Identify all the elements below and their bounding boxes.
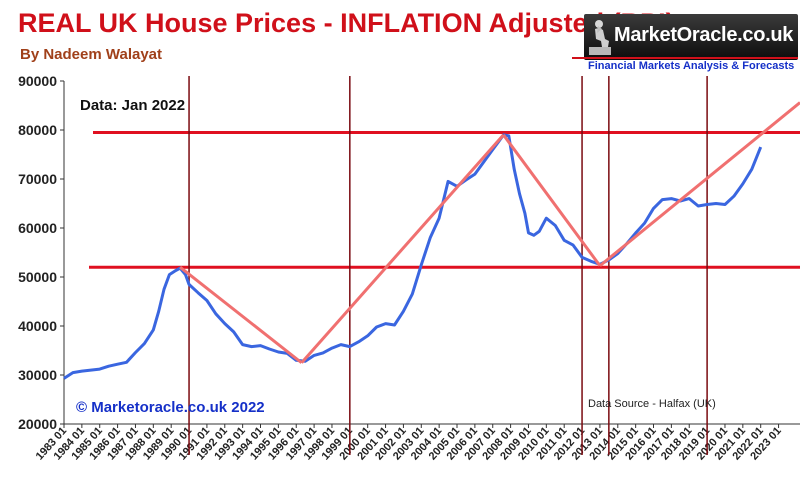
y-tick-label: 20000 [18, 416, 57, 432]
thinker-statue-icon [589, 20, 611, 55]
copyright-annotation: © Marketoracle.co.uk 2022 [76, 399, 265, 416]
logo-underline [572, 57, 798, 59]
trend-line [502, 134, 602, 267]
y-tick-label: 30000 [18, 367, 57, 383]
data-source-annotation: Data Source - Halfax (UK) [588, 398, 716, 410]
trend-line [179, 266, 303, 364]
data-date-annotation: Data: Jan 2022 [80, 97, 185, 114]
y-tick-label: 70000 [18, 171, 57, 187]
trend-line [300, 133, 505, 364]
chart-author: By Nadeem Walayat [20, 46, 163, 63]
y-tick-label: 90000 [18, 73, 57, 89]
logo-tagline: Financial Markets Analysis & Forecasts [588, 60, 795, 72]
y-tick-label: 80000 [18, 122, 57, 138]
y-tick-label: 60000 [18, 220, 57, 236]
chart-title: REAL UK House Prices - INFLATION Adjuste… [18, 8, 675, 38]
price-series-line [63, 133, 763, 380]
y-tick-label: 50000 [18, 269, 57, 285]
trend-line [598, 101, 800, 267]
logo-banner[interactable]: MarketOracle.co.uk [584, 14, 798, 60]
logo-name: MarketOracle.co.uk [614, 24, 794, 46]
y-tick-label: 40000 [18, 318, 57, 334]
